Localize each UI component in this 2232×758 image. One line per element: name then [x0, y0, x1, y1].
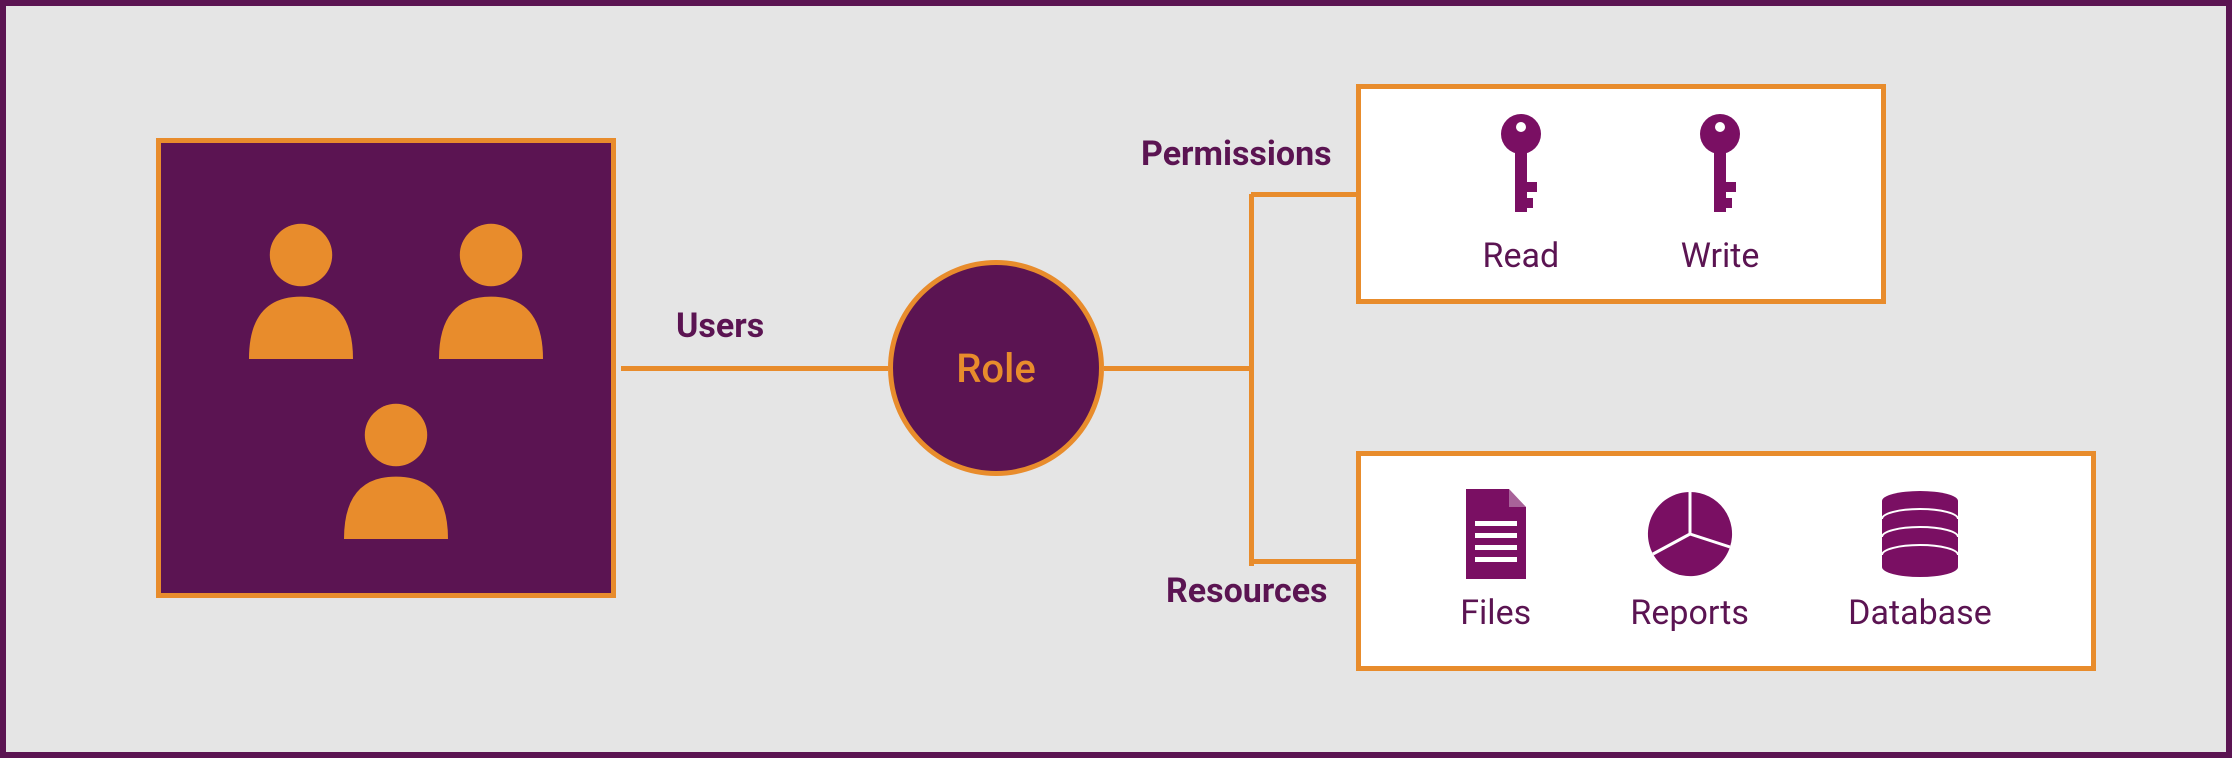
connector-to-permissions [1251, 192, 1356, 197]
resources-item-label: Reports [1630, 593, 1749, 633]
resources-item: Reports [1630, 489, 1749, 633]
permissions-item: Write [1681, 112, 1760, 276]
resources-item: Database [1848, 489, 1992, 633]
permissions-item: Read [1483, 112, 1560, 276]
permissions-item-label: Write [1681, 236, 1760, 276]
pie-icon [1645, 489, 1735, 583]
connector-role-right [1104, 366, 1251, 371]
role-label: Role [956, 345, 1036, 392]
connector-to-resources [1251, 559, 1356, 564]
connector-users-role [621, 366, 888, 371]
user-icon [426, 216, 556, 363]
diagram-canvas: Users Role Permissions Read Write Resour… [6, 6, 2226, 752]
role-circle: Role [888, 260, 1104, 476]
permissions-box: Read Write [1356, 84, 1886, 304]
permissions-label: Permissions [1141, 134, 1332, 174]
diagram-frame: Users Role Permissions Read Write Resour… [0, 0, 2232, 758]
file-icon [1461, 489, 1531, 583]
user-icon [331, 396, 461, 543]
resources-label: Resources [1166, 571, 1328, 611]
users-label: Users [676, 306, 764, 346]
permissions-item-label: Read [1483, 236, 1560, 276]
connector-vertical [1249, 194, 1254, 566]
user-icon [236, 216, 366, 363]
resources-item-label: Files [1460, 593, 1531, 633]
database-icon [1875, 489, 1965, 583]
resources-item: Files [1460, 489, 1531, 633]
key-icon [1690, 112, 1750, 226]
resources-item-label: Database [1848, 593, 1992, 633]
key-icon [1491, 112, 1551, 226]
resources-box: Files Reports Database [1356, 451, 2096, 671]
